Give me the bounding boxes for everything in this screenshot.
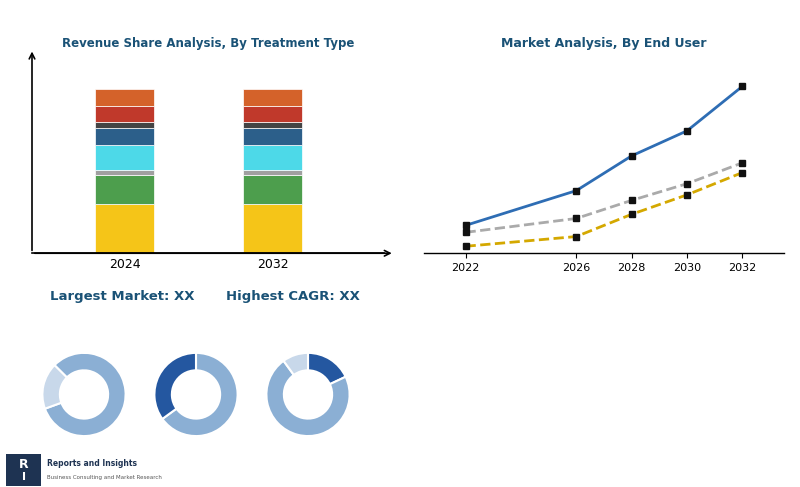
Bar [243,128,302,145]
Text: Business Consulting and Market Research: Business Consulting and Market Research [46,475,162,480]
Title: Market Analysis, By End User: Market Analysis, By End User [502,37,706,50]
Wedge shape [266,361,350,436]
Wedge shape [154,353,196,419]
Bar [95,122,154,128]
Bar [243,170,302,175]
Text: Largest Market: XX: Largest Market: XX [50,290,194,303]
Bar [243,145,302,170]
Text: Reports and Insights: Reports and Insights [46,459,137,468]
Bar [243,122,302,128]
Title: Revenue Share Analysis, By Treatment Type: Revenue Share Analysis, By Treatment Typ… [62,37,354,50]
FancyBboxPatch shape [6,454,42,486]
Wedge shape [45,353,126,436]
Text: GLOBAL AUTOSOMAL DOMINANT POLYCYSTIC KIDNEY DISEASE MARKET SEGMENT ANALYSIS: GLOBAL AUTOSOMAL DOMINANT POLYCYSTIC KID… [10,19,697,32]
Wedge shape [283,353,308,375]
Bar [95,89,154,106]
Bar [243,89,302,106]
Wedge shape [42,365,67,409]
Bar [243,204,302,253]
Bar [95,128,154,145]
Bar [95,145,154,170]
Text: R: R [19,458,29,471]
Bar [243,106,302,122]
Bar [243,175,302,204]
Bar [95,175,154,204]
Bar [95,204,154,253]
Text: I: I [22,472,26,483]
Wedge shape [308,353,346,384]
Bar [95,106,154,122]
Bar [95,170,154,175]
Wedge shape [162,353,238,436]
Text: Highest CAGR: XX: Highest CAGR: XX [226,290,359,303]
